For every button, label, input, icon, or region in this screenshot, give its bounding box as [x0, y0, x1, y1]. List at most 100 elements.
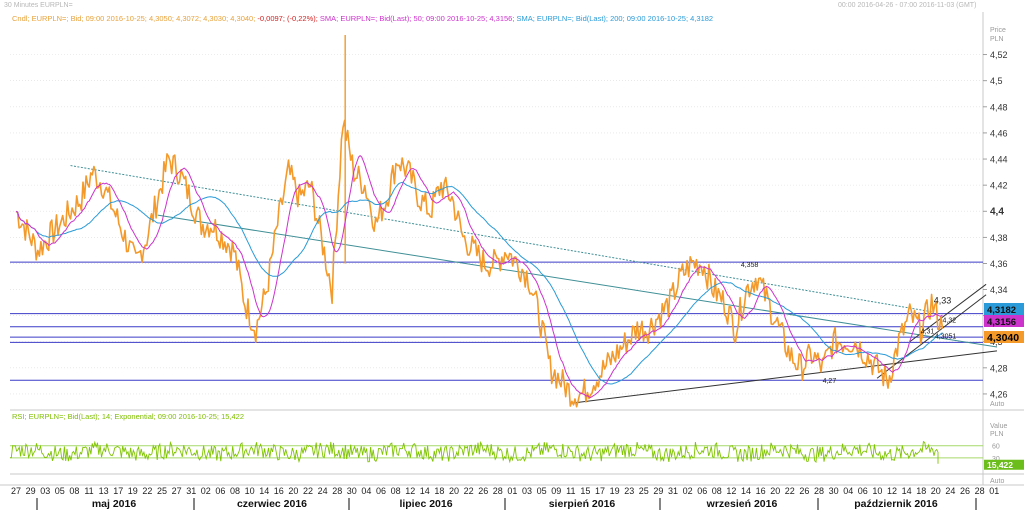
last-value-label: 4,3182 — [987, 305, 1016, 316]
time-tick-label: 20 — [931, 486, 941, 496]
price-tick-label: 4,46 — [990, 128, 1008, 138]
time-tick-label: 28 — [814, 486, 824, 496]
time-tick-label: 08 — [391, 486, 401, 496]
time-tick-label: 14 — [259, 486, 269, 496]
time-tick-label: 06 — [215, 486, 225, 496]
price-axis-title: Price — [990, 27, 1006, 34]
time-tick-label: 04 — [361, 486, 371, 496]
price-annotation: 4,31 — [921, 328, 935, 335]
price-annotation: 4,33 — [934, 296, 952, 306]
time-tick-label: 28 — [493, 486, 503, 496]
time-tick-label: 12 — [887, 486, 897, 496]
legend-candle: Cndl; EURPLN=; Bid; 09:00 2016-10-25; 4,… — [12, 14, 256, 23]
time-tick-label: 22 — [142, 486, 152, 496]
time-tick-label: 16 — [274, 486, 284, 496]
time-tick-label: 12 — [405, 486, 415, 496]
sma200-line — [15, 181, 943, 385]
time-tick-label: 11 — [566, 486, 575, 496]
price-tick-label: 4,42 — [990, 181, 1008, 191]
time-tick-label: 18 — [916, 486, 926, 496]
last-value-tag — [984, 315, 1024, 327]
rsi-axis-auto: Auto — [990, 478, 1005, 485]
price-annotation: 4,3051 — [935, 334, 957, 341]
time-tick-label: 17 — [113, 486, 123, 496]
rsi-level-label: 60 — [992, 444, 1000, 451]
price-tick-label: 4,38 — [990, 233, 1008, 243]
time-tick-label: 05 — [537, 486, 547, 496]
price-series-line — [15, 119, 944, 408]
time-tick-label: 25 — [639, 486, 649, 496]
month-label: czerwiec 2016 — [237, 498, 307, 510]
last-value-label: 4,3040 — [987, 332, 1019, 344]
rsi-legend: RSI; EURPLN=; Bid(Last); 14; Exponential… — [12, 412, 245, 421]
trend-line — [876, 294, 987, 379]
month-label: maj 2016 — [92, 498, 137, 510]
rsi-last-label: 15,422 — [987, 460, 1013, 470]
time-tick-label: 20 — [288, 486, 298, 496]
time-tick-label: 24 — [945, 486, 955, 496]
time-tick-label: 29 — [653, 486, 663, 496]
time-tick-label: 08 — [69, 486, 79, 496]
rsi-line — [10, 440, 939, 464]
time-tick-label: 05 — [55, 486, 65, 496]
rsi-last-tag — [984, 459, 1024, 470]
rsi-level-label: 30 — [992, 456, 1000, 463]
time-tick-label: 28 — [332, 486, 342, 496]
time-tick-label: 08 — [230, 486, 240, 496]
price-tick-label: 4,34 — [990, 285, 1008, 295]
trend-line — [157, 214, 998, 348]
time-tick-label: 01 — [507, 486, 517, 496]
price-axis-unit: PLN — [990, 36, 1004, 43]
price-axis-auto: Auto — [990, 401, 1005, 408]
price-tick-label: 4,26 — [990, 389, 1008, 399]
price-tick-label: 4,5 — [990, 76, 1003, 86]
time-tick-label: 01 — [989, 486, 999, 496]
time-tick-label: 30 — [829, 486, 839, 496]
time-tick-label: 20 — [770, 486, 780, 496]
time-tick-label: 03 — [40, 486, 50, 496]
price-annotation: 4,358 — [741, 262, 759, 269]
time-tick-label: 02 — [683, 486, 693, 496]
time-tick-label: 24 — [318, 486, 328, 496]
time-tick-label: 12 — [726, 486, 736, 496]
time-tick-label: 26 — [960, 486, 970, 496]
time-tick-label: 04 — [843, 486, 853, 496]
time-tick-label: 30 — [347, 486, 357, 496]
last-value-tag — [984, 303, 1024, 315]
time-tick-label: 27 — [172, 486, 182, 496]
time-tick-label: 08 — [712, 486, 722, 496]
time-tick-label: 18 — [434, 486, 444, 496]
time-tick-label: 22 — [464, 486, 474, 496]
time-tick-label: 14 — [420, 486, 430, 496]
legend-sma200: SMA; EURPLN=; Bid(Last); 200; 09:00 2016… — [514, 14, 714, 23]
time-tick-label: 27 — [11, 486, 21, 496]
time-tick-label: 09 — [551, 486, 561, 496]
month-label: październik 2016 — [854, 498, 938, 510]
time-tick-label: 26 — [478, 486, 488, 496]
rsi-axis-unit: PLN — [990, 431, 1004, 438]
time-tick-label: 26 — [799, 486, 809, 496]
rsi-axis-title: Value — [990, 423, 1007, 430]
time-tick-label: 03 — [522, 486, 532, 496]
time-tick-label: 31 — [668, 486, 678, 496]
time-tick-label: 19 — [610, 486, 620, 496]
last-value-label: 4,3156 — [987, 317, 1016, 328]
month-label: lipiec 2016 — [399, 498, 452, 510]
time-tick-label: 02 — [201, 486, 211, 496]
price-annotation: 4,32 — [943, 317, 957, 324]
time-tick-label: 06 — [858, 486, 868, 496]
time-tick-label: 19 — [128, 486, 138, 496]
time-tick-label: 13 — [99, 486, 109, 496]
price-annotation: 4,27 — [823, 378, 837, 385]
time-tick-label: 28 — [975, 486, 985, 496]
price-tick-label: 4,44 — [990, 155, 1008, 165]
month-label: wrzesień 2016 — [706, 498, 778, 510]
price-tick-label: 4,28 — [990, 363, 1008, 373]
last-value-tag — [984, 331, 1024, 343]
time-tick-label: 25 — [157, 486, 167, 496]
month-label: sierpień 2016 — [549, 498, 616, 510]
time-tick-label: 15 — [580, 486, 590, 496]
time-tick-label: 14 — [741, 486, 751, 496]
price-tick-label: 4,52 — [990, 50, 1008, 60]
